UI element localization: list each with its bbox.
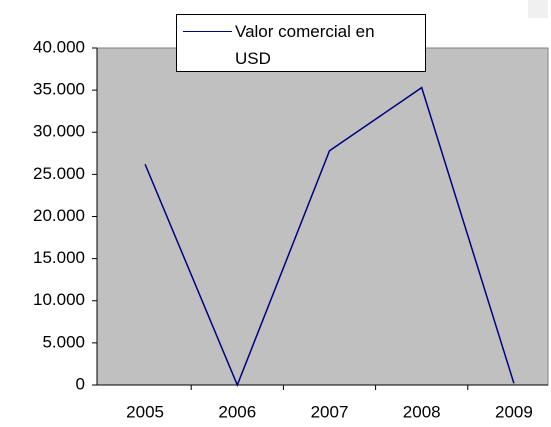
corner-decoration	[528, 0, 548, 18]
series-line	[144, 86, 515, 387]
legend: Valor comercial en USD	[176, 14, 426, 72]
y-tick-label: 40.000	[33, 37, 85, 56]
y-tick-label: 15.000	[33, 248, 85, 267]
y-tick-label: 20.000	[33, 206, 85, 225]
x-tick-label: 2008	[403, 402, 441, 421]
y-tick-label: 35.000	[33, 80, 85, 99]
y-tick-label: 5.000	[42, 332, 85, 351]
x-tick-label: 2009	[495, 402, 533, 421]
x-tick-label: 2005	[126, 402, 164, 421]
legend-swatch	[183, 31, 232, 32]
y-tick-label: 10.000	[33, 290, 85, 309]
y-tick-label: 30.000	[33, 122, 85, 141]
x-tick-label: 2006	[218, 402, 256, 421]
y-tick-label: 25.000	[33, 164, 85, 183]
y-tick-label: 0	[76, 374, 85, 393]
x-tick-label: 2007	[311, 402, 349, 421]
plot-area	[96, 47, 549, 386]
legend-label: Valor comercial en USD	[235, 22, 375, 68]
